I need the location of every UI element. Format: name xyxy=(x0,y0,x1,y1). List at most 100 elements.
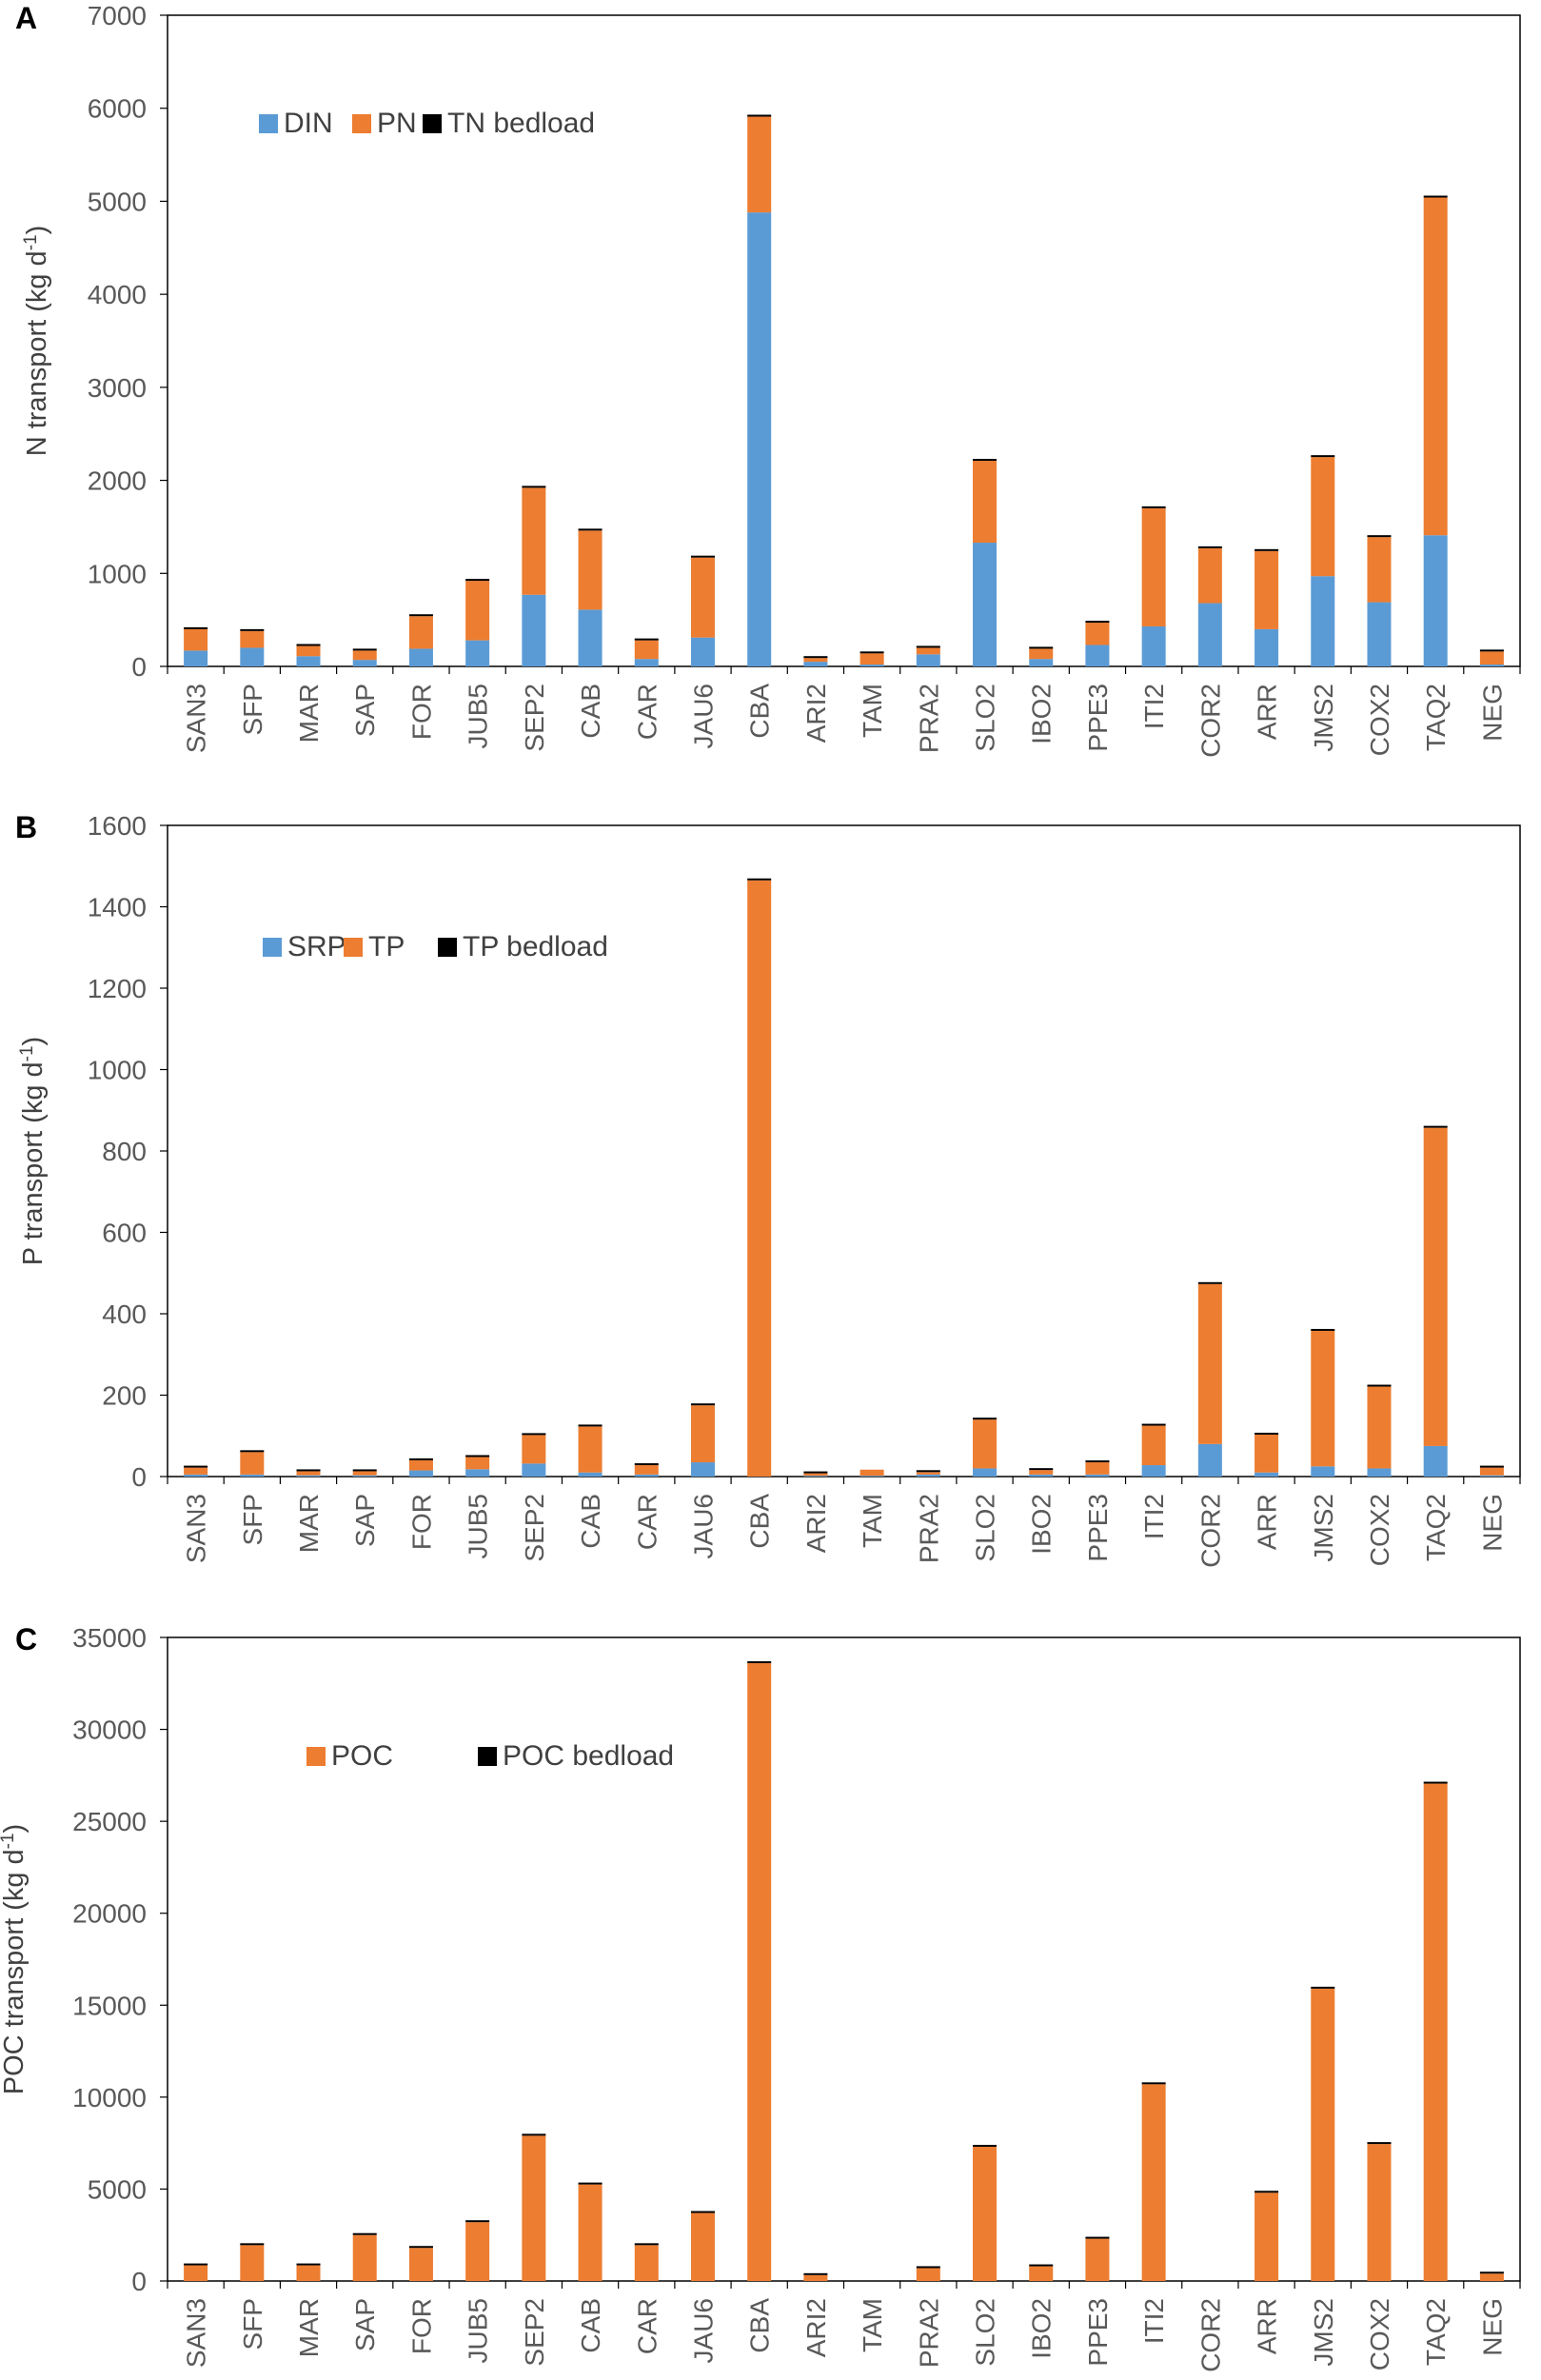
bar-poc xyxy=(1255,2192,1279,2281)
x-tick-label: SAN3 xyxy=(182,2298,211,2368)
bar-tp xyxy=(578,1426,603,1473)
bar-din xyxy=(522,594,546,666)
bar-tp-bedload xyxy=(1367,1384,1392,1387)
y-tick-label: 3000 xyxy=(88,373,147,403)
bar-pn xyxy=(296,645,321,657)
bar-pn xyxy=(522,487,546,595)
bar-poc-bedload xyxy=(690,2211,715,2213)
panel-label: A xyxy=(15,1,37,35)
bar-tp xyxy=(690,1405,715,1463)
panel-b: B 0 200 400 600 800 1000 1200 1400 1600 P transpor… xyxy=(15,810,1521,1568)
x-tick-label: ARI2 xyxy=(801,2298,831,2357)
bar-pn xyxy=(1029,648,1054,660)
bar-pn xyxy=(408,616,433,649)
bar-pn xyxy=(634,640,659,660)
bar-poc xyxy=(1029,2266,1054,2281)
bar-din xyxy=(1085,645,1110,666)
y-axis-label-sup: -1 xyxy=(0,1833,18,1849)
bar-tp-bedload xyxy=(465,1455,490,1458)
bar-tp xyxy=(916,1472,940,1475)
bar-din xyxy=(1423,535,1448,666)
y-tick-label: 15000 xyxy=(72,1991,147,2020)
bar-poc xyxy=(1311,1988,1335,2281)
bar-tn-bedload xyxy=(1311,455,1335,458)
bar-poc xyxy=(916,2268,940,2281)
bar-srp xyxy=(352,1475,377,1477)
bar-tp xyxy=(1029,1470,1054,1475)
bar-din xyxy=(1367,602,1392,666)
bar-srp xyxy=(1197,1443,1222,1477)
x-tick-label: CBA xyxy=(745,1494,775,1549)
bar-poc xyxy=(1367,2144,1392,2281)
x-tick-label: SAP xyxy=(350,1494,380,1547)
bar-srp xyxy=(1029,1474,1054,1477)
x-tick-label: ARI2 xyxy=(801,684,831,743)
x-tick-label: JAU6 xyxy=(688,1494,718,1558)
legend-swatch xyxy=(344,938,363,957)
y-axis-label-sup: -1 xyxy=(17,1045,37,1061)
x-tick-label: PPE3 xyxy=(1083,2298,1113,2367)
bar-poc xyxy=(408,2248,433,2281)
bar-srp xyxy=(859,1476,884,1477)
y-axis-label-text: POC transport (kg d xyxy=(0,1849,30,2094)
bar-poc-bedload xyxy=(1029,2264,1054,2267)
bar-srp xyxy=(1255,1472,1279,1477)
bar-tn-bedload xyxy=(690,555,715,558)
bar-tp-bedload xyxy=(1311,1328,1335,1331)
bar-srp xyxy=(465,1469,490,1477)
bar-din xyxy=(1141,625,1166,666)
legend-swatch xyxy=(352,114,371,133)
bar-pn xyxy=(973,461,998,544)
bar-poc-bedload xyxy=(747,1661,772,1664)
bar-din xyxy=(859,664,884,666)
bar-srp xyxy=(408,1470,433,1477)
bar-tp-bedload xyxy=(690,1403,715,1406)
bar-tp xyxy=(1311,1330,1335,1467)
bar-poc xyxy=(184,2265,208,2281)
bar-poc xyxy=(522,2135,546,2281)
legend-label: POC xyxy=(331,1740,393,1772)
legend-swatch xyxy=(306,1747,326,1766)
bar-tp xyxy=(1255,1434,1279,1473)
bar-poc xyxy=(1479,2273,1504,2281)
bar-tp xyxy=(1141,1425,1166,1466)
bar-poc xyxy=(578,2184,603,2281)
bar-tn-bedload xyxy=(916,645,940,648)
bar-srp xyxy=(1367,1468,1392,1477)
x-tick-label: COX2 xyxy=(1365,684,1394,756)
bar-tn-bedload xyxy=(1197,545,1222,548)
bar-srp xyxy=(1423,1445,1448,1477)
bar-din xyxy=(916,654,940,666)
bar-poc-bedload xyxy=(973,2145,998,2148)
bar-pn xyxy=(1423,197,1448,536)
x-tick-label: PRA2 xyxy=(914,1494,943,1563)
y-tick-label: 7000 xyxy=(88,1,147,30)
bar-tp xyxy=(1367,1386,1392,1469)
bar-poc-bedload xyxy=(352,2232,377,2235)
bar-poc-bedload xyxy=(1085,2236,1110,2239)
y-tick-label: 2000 xyxy=(88,466,147,496)
x-tick-label: CBA xyxy=(745,2298,775,2353)
bar-srp xyxy=(634,1474,659,1477)
x-tick-label: SAP xyxy=(350,2298,380,2351)
bar-tn-bedload xyxy=(1029,646,1054,649)
bar-tp-bedload xyxy=(634,1463,659,1466)
bar-tp-bedload xyxy=(1479,1465,1504,1468)
bar-srp xyxy=(522,1463,546,1477)
bar-poc xyxy=(1141,2084,1166,2281)
x-tick-label: COR2 xyxy=(1195,1494,1225,1568)
bar-tn-bedload xyxy=(747,114,772,117)
x-tick-label: JMS2 xyxy=(1309,2298,1338,2367)
y-tick-label: 0 xyxy=(131,2267,147,2296)
x-tick-label: PRA2 xyxy=(914,684,943,753)
bar-poc-bedload xyxy=(1141,2082,1166,2085)
bar-tn-bedload xyxy=(240,628,265,631)
bar-tp xyxy=(240,1452,265,1475)
bar-din xyxy=(352,660,377,666)
x-tick-label: SFP xyxy=(238,2298,267,2350)
bar-tp-bedload xyxy=(973,1418,998,1420)
bar-tp-bedload xyxy=(1197,1281,1222,1284)
bar-srp xyxy=(1311,1466,1335,1477)
x-tick-label: ARI2 xyxy=(801,1494,831,1553)
legend-swatch xyxy=(478,1747,497,1766)
